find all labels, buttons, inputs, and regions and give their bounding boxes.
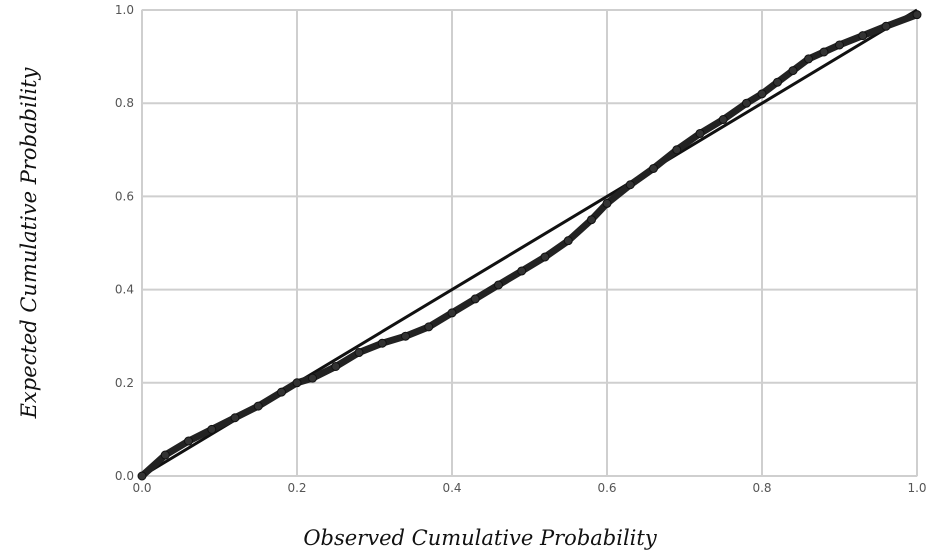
data-point xyxy=(858,31,868,41)
data-point xyxy=(253,401,263,411)
data-point xyxy=(308,373,317,383)
x-tick-label: 0.2 xyxy=(287,481,306,495)
data-point xyxy=(447,308,457,318)
x-axis-title: Observed Cumulative Probability xyxy=(303,526,658,550)
data-point xyxy=(517,266,527,276)
data-point xyxy=(912,10,922,20)
data-point xyxy=(540,252,550,262)
data-point xyxy=(377,338,387,348)
data-point xyxy=(207,424,217,434)
data-point xyxy=(819,47,829,57)
data-point xyxy=(788,66,798,76)
data-point xyxy=(424,322,434,332)
data-point xyxy=(695,128,705,138)
data-point xyxy=(277,387,286,397)
x-tick-label: 0.6 xyxy=(597,481,616,495)
data-point xyxy=(354,348,364,358)
y-axis-title: Expected Cumulative Probability xyxy=(17,66,41,419)
grid-lines xyxy=(141,9,918,477)
y-tick-label: 0.2 xyxy=(115,376,134,390)
x-tick-label: 0.0 xyxy=(132,481,151,495)
data-point xyxy=(804,54,813,64)
x-tick-label: 0.4 xyxy=(442,481,461,495)
y-tick-label: 0.4 xyxy=(115,283,134,297)
data-point xyxy=(137,471,147,481)
x-tick-label: 0.8 xyxy=(752,481,771,495)
data-point xyxy=(835,40,844,50)
data-point xyxy=(563,236,573,246)
series-group xyxy=(137,8,922,481)
data-point xyxy=(331,361,341,371)
data-point xyxy=(470,294,480,304)
data-point xyxy=(649,163,658,173)
data-point xyxy=(160,450,170,460)
data-point xyxy=(625,180,635,190)
data-point xyxy=(881,21,891,31)
data-point xyxy=(230,413,240,423)
data-point xyxy=(773,77,782,87)
data-point xyxy=(292,378,302,388)
y-tick-label: 0.8 xyxy=(115,96,134,110)
data-point xyxy=(718,115,728,125)
tick-labels: 0.0 0.2 0.4 0.6 0.8 1.0 0.0 0.2 0.4 0.6 0.8 1.0 xyxy=(115,3,927,495)
x-tick-label: 1.0 xyxy=(907,481,926,495)
data-point xyxy=(184,436,193,446)
y-tick-label: 0.6 xyxy=(115,189,134,203)
data-point xyxy=(401,331,410,341)
y-tick-label: 1.0 xyxy=(115,3,134,17)
data-point xyxy=(757,89,767,99)
data-point xyxy=(587,215,596,225)
data-point xyxy=(742,98,751,108)
data-point xyxy=(602,198,612,208)
y-tick-label: 0.0 xyxy=(115,469,134,483)
data-point xyxy=(672,145,682,155)
data-point xyxy=(494,280,503,290)
